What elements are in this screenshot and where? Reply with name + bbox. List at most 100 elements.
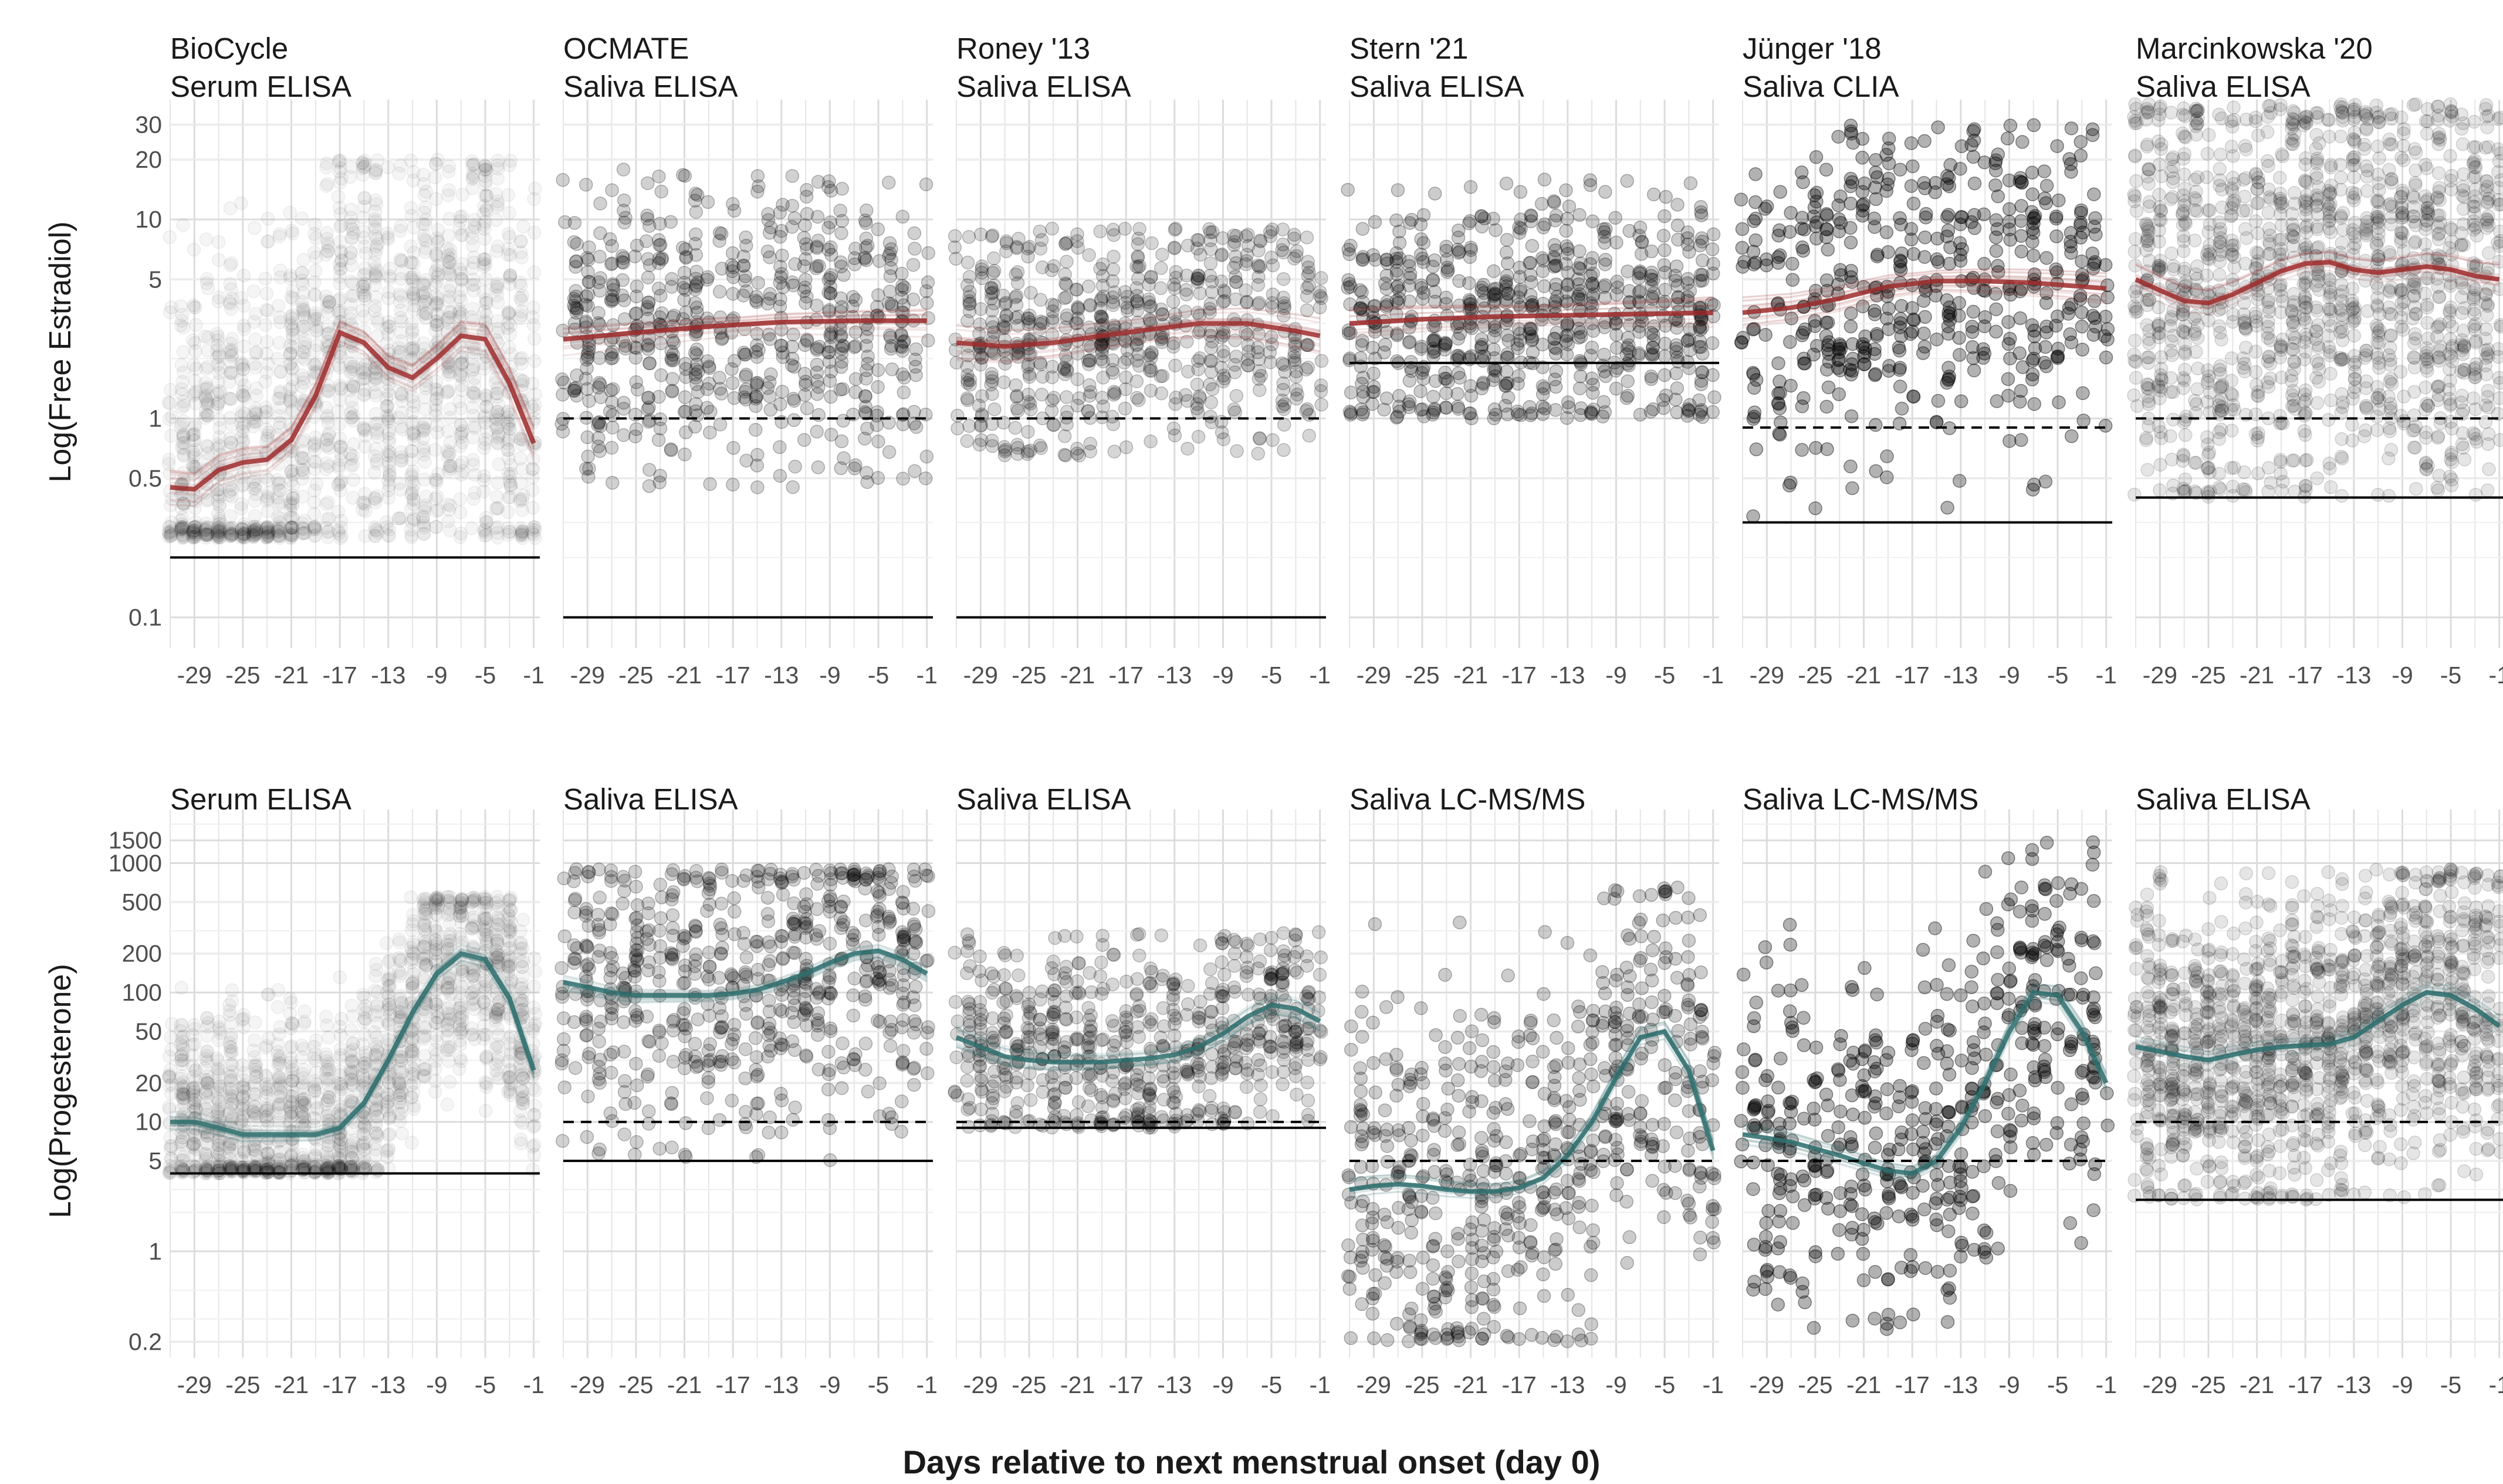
data-point xyxy=(1882,141,1896,155)
data-point xyxy=(1621,374,1635,388)
data-point xyxy=(2027,118,2041,133)
data-point xyxy=(1608,211,1622,225)
data-point xyxy=(762,226,777,240)
data-point xyxy=(187,523,201,538)
data-point xyxy=(2062,301,2076,315)
data-point xyxy=(810,374,824,388)
x-tick-label: -17 xyxy=(1502,662,1537,689)
data-point xyxy=(261,357,275,371)
data-point xyxy=(407,303,421,317)
data-point xyxy=(405,475,420,489)
data-point xyxy=(418,455,432,469)
data-point xyxy=(491,280,505,294)
data-point xyxy=(431,467,445,481)
data-point xyxy=(309,231,323,245)
data-point xyxy=(491,381,505,395)
data-point xyxy=(224,436,238,450)
data-point xyxy=(246,528,261,542)
data-point xyxy=(788,459,802,474)
data-point xyxy=(283,531,297,545)
data-point xyxy=(615,249,630,263)
data-point xyxy=(1489,223,1503,238)
data-point xyxy=(467,342,482,356)
data-point xyxy=(1833,263,1848,277)
data-point xyxy=(1855,185,1869,199)
data-point xyxy=(2050,265,2064,280)
data-point xyxy=(441,385,455,399)
data-point xyxy=(1390,354,1404,368)
data-point xyxy=(821,221,836,235)
data-point xyxy=(776,350,790,364)
data-point xyxy=(2076,386,2090,401)
data-point xyxy=(259,434,273,448)
data-point xyxy=(1070,372,1085,387)
data-point xyxy=(870,405,885,419)
data-point xyxy=(1058,276,1073,290)
data-point xyxy=(419,306,434,320)
data-point xyxy=(1010,265,1025,279)
data-point xyxy=(1344,408,1358,422)
data-point xyxy=(443,461,458,476)
data-point xyxy=(797,433,811,447)
data-point xyxy=(1071,301,1085,316)
data-point xyxy=(308,443,322,457)
y-tick-label: 5 xyxy=(148,266,162,293)
data-point xyxy=(1179,287,1193,301)
data-point xyxy=(455,187,470,202)
data-point xyxy=(666,348,680,362)
data-point xyxy=(503,327,517,341)
data-point xyxy=(1487,342,1501,357)
data-point xyxy=(787,413,801,427)
data-point xyxy=(1547,194,1561,208)
data-point xyxy=(558,215,572,229)
data-point xyxy=(1426,408,1440,422)
data-point xyxy=(1682,245,1696,259)
data-point xyxy=(2039,196,2053,211)
data-point xyxy=(603,404,617,419)
data-point xyxy=(2025,222,2040,236)
data-point xyxy=(370,423,384,437)
data-point xyxy=(580,348,594,362)
data-point xyxy=(1930,231,1944,246)
data-point xyxy=(1645,265,1659,280)
data-point xyxy=(211,525,226,539)
data-point xyxy=(1287,353,1302,367)
data-point xyxy=(678,283,693,297)
data-point xyxy=(235,529,249,543)
data-point xyxy=(972,438,987,452)
data-point xyxy=(368,360,383,374)
data-point xyxy=(1204,354,1219,368)
data-point xyxy=(404,154,418,168)
data-point xyxy=(186,525,201,539)
data-point xyxy=(2013,311,2027,326)
data-point xyxy=(1955,242,1969,256)
data-point xyxy=(1748,233,1763,248)
data-point xyxy=(357,324,371,338)
data-point xyxy=(515,531,530,546)
data-point xyxy=(478,432,493,446)
data-point xyxy=(640,208,654,223)
data-point xyxy=(490,387,504,401)
data-point xyxy=(164,429,178,443)
data-point xyxy=(664,215,678,229)
data-point xyxy=(1344,239,1358,253)
data-point xyxy=(358,529,373,543)
data-point xyxy=(515,304,529,319)
data-point xyxy=(1356,390,1371,404)
data-point xyxy=(2086,309,2100,323)
data-point xyxy=(897,385,911,399)
data-point xyxy=(1831,130,1845,144)
data-point xyxy=(307,483,322,498)
data-point xyxy=(444,306,458,320)
data-point xyxy=(581,287,596,301)
x-tick-label: -13 xyxy=(371,662,405,689)
data-point xyxy=(248,494,262,508)
data-point xyxy=(356,268,371,283)
data-point xyxy=(1880,449,1894,463)
data-point xyxy=(454,467,469,482)
data-point xyxy=(2001,388,2015,403)
data-point xyxy=(689,404,703,418)
data-point xyxy=(2003,118,2018,133)
data-point xyxy=(368,370,383,384)
data-point xyxy=(2051,193,2066,208)
